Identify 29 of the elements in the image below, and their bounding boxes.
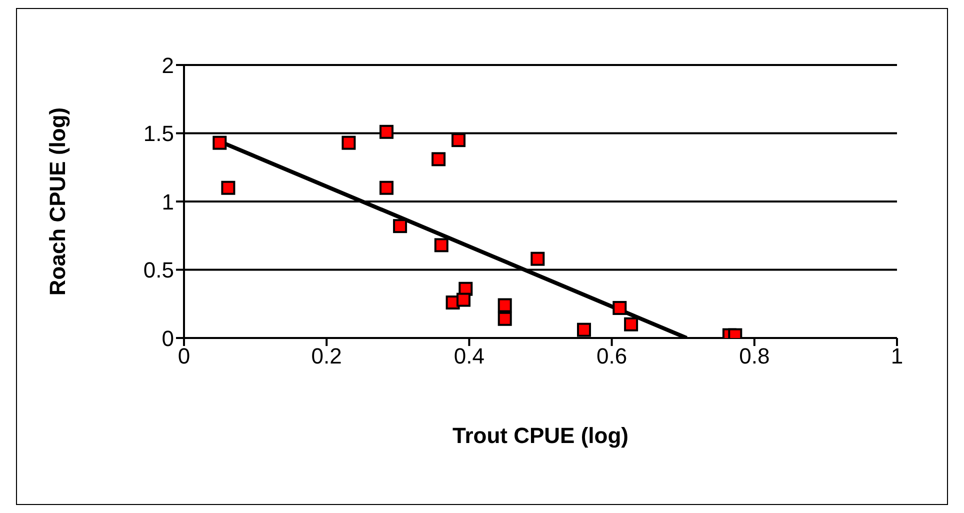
y-tick-label: 0 bbox=[162, 326, 174, 351]
point bbox=[576, 322, 591, 337]
point bbox=[379, 124, 394, 139]
x-tick-label: 0 bbox=[178, 344, 190, 369]
point bbox=[530, 252, 545, 266]
x-tick-label: 0.8 bbox=[739, 344, 770, 369]
point bbox=[452, 133, 466, 148]
x-tick-label: 0.2 bbox=[311, 344, 342, 369]
point bbox=[342, 136, 356, 150]
point bbox=[434, 238, 448, 252]
y-tick-label: 1.5 bbox=[143, 121, 174, 146]
point bbox=[221, 180, 236, 195]
point bbox=[379, 180, 394, 195]
x-tick-label: 0.4 bbox=[454, 344, 484, 369]
point bbox=[612, 300, 627, 315]
y-tick-label: 2 bbox=[162, 52, 174, 78]
point bbox=[624, 317, 638, 332]
x-axis-title: Trout CPUE (log) bbox=[452, 423, 628, 448]
point bbox=[498, 298, 512, 312]
x-tick-label: 0.6 bbox=[596, 344, 628, 369]
point bbox=[456, 292, 470, 307]
x-tick-label: 1 bbox=[890, 344, 904, 369]
point bbox=[393, 219, 408, 234]
point bbox=[432, 152, 446, 166]
y-axis-title: Roach CPUE (log) bbox=[44, 107, 70, 296]
point bbox=[212, 136, 227, 150]
point bbox=[498, 312, 512, 326]
y-tick-label: 1 bbox=[162, 189, 174, 214]
y-tick-label: 0.5 bbox=[143, 258, 174, 283]
